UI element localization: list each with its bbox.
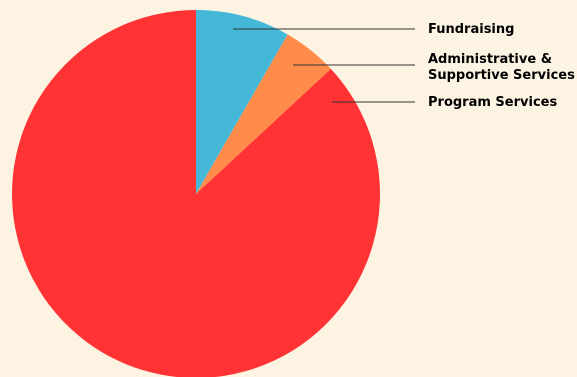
slice-label-line: Administrative &	[428, 52, 552, 67]
legend-labels-layer: Fundraising Administrative & Supportive Se…	[428, 22, 575, 110]
slice-label-line: Fundraising	[428, 22, 514, 37]
pie-slice-program-services	[12, 10, 380, 377]
slices-layer	[12, 10, 380, 377]
slice-label-line: Supportive Services	[428, 68, 575, 83]
pie-slice-fundraising	[196, 10, 288, 194]
slice-label-administrative-and-supportive-services: Administrative & Supportive Services	[428, 52, 575, 83]
slice-label-program-services: Program Services	[428, 95, 557, 110]
slice-label-fundraising: Fundraising	[428, 22, 514, 37]
leader-lines-layer	[233, 28, 415, 103]
pie-slice-administrative-and-supportive-services	[196, 34, 331, 195]
slice-label-line: Program Services	[428, 95, 557, 110]
